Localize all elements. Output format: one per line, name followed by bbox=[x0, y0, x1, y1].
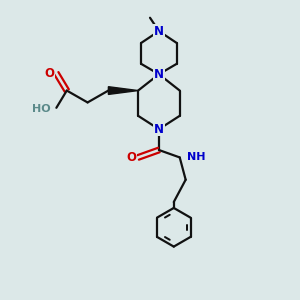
Text: O: O bbox=[44, 67, 54, 80]
Text: NH: NH bbox=[188, 152, 206, 162]
Text: O: O bbox=[127, 151, 136, 164]
Text: N: N bbox=[154, 68, 164, 81]
Text: N: N bbox=[154, 25, 164, 38]
Polygon shape bbox=[108, 87, 138, 94]
Text: N: N bbox=[154, 123, 164, 136]
Text: HO: HO bbox=[32, 104, 50, 114]
